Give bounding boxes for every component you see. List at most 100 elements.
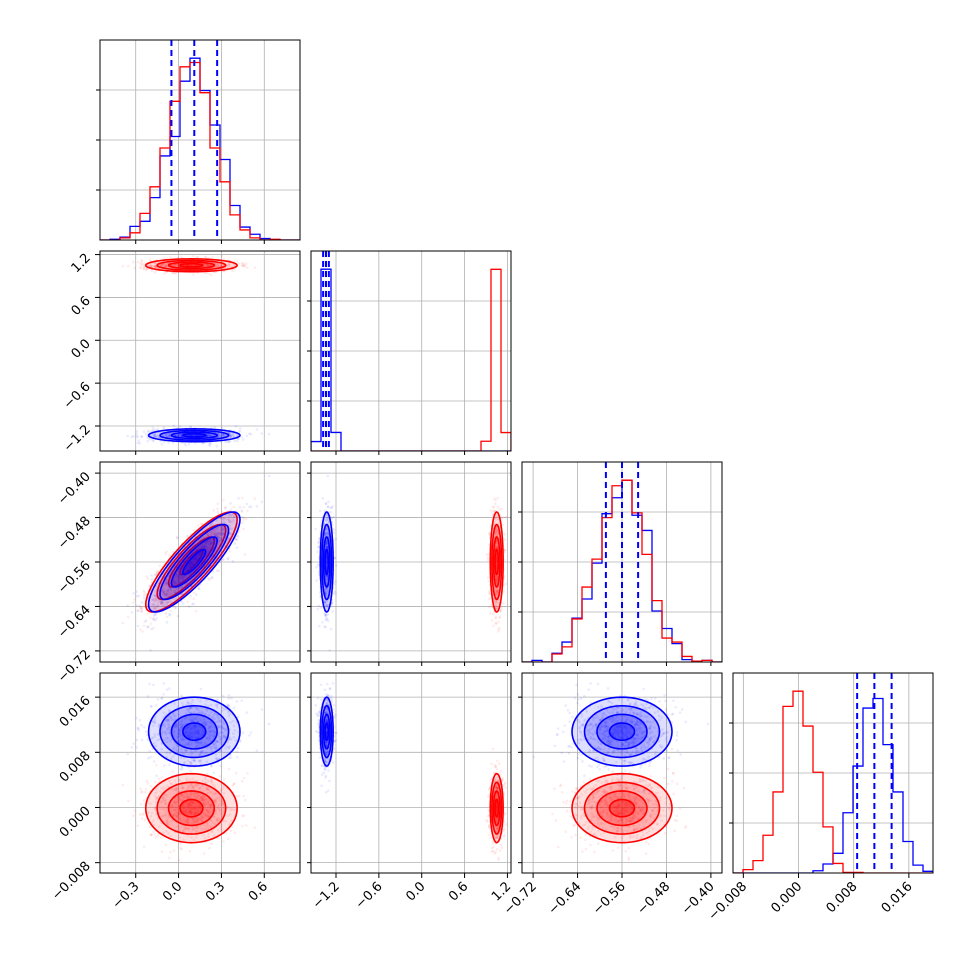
sample-point [221,801,225,805]
sample-point [203,255,207,259]
sample-point [149,622,153,625]
sample-point [209,777,213,781]
sample-point [182,579,186,583]
sample-point [191,563,195,567]
sample-point [169,600,173,603]
sample-point [164,843,168,847]
sample-point [139,266,143,270]
sample-point [165,603,169,606]
sample-point [157,596,161,600]
sample-point [154,619,157,622]
contour-red [491,523,503,601]
sample-point [164,801,167,805]
sample-point [189,822,193,825]
sample-point [153,594,157,597]
sample-point [495,528,499,531]
sample-point [500,507,504,511]
sample-point [153,434,156,437]
contour-red [144,511,238,613]
sample-point [183,826,186,830]
sample-point [152,264,155,268]
sample-point [201,545,205,549]
sample-point [199,551,203,554]
sample-point [326,546,329,549]
sample-point [208,578,211,582]
sample-point [187,563,191,567]
sample-point [152,434,156,438]
sample-point [160,264,164,267]
panel-grid [733,673,933,873]
sample-point [154,835,158,839]
sample-point [158,564,161,567]
sample-point [222,528,226,531]
sample-point [187,564,190,567]
sample-point [162,592,165,596]
sample-point [325,589,329,593]
sample-point [144,432,148,436]
sample-point [228,531,232,535]
sample-point [194,536,198,540]
sample-point [165,601,169,605]
sample-point [197,793,200,796]
sample-point [159,807,162,810]
sample-point [501,523,505,526]
contour-blue [321,523,333,601]
sample-point [172,579,175,583]
sample-point [492,598,496,601]
sample-point [205,554,208,558]
sample-point [182,579,186,583]
sample-point [317,540,320,544]
sample-point [149,833,153,836]
sample-point [210,555,214,559]
sample-point [176,579,180,582]
sample-point [495,526,499,529]
sample-point [323,509,327,512]
sample-point [243,265,247,268]
sample-point [210,541,214,544]
sample-point [175,588,179,592]
sample-point [162,426,166,429]
sample-point [207,554,210,558]
sample-point [209,434,212,437]
sample-point [181,786,185,789]
sample-point [325,604,328,607]
sample-point [334,592,337,595]
sample-point [489,603,493,607]
sample-point [202,812,206,815]
sample-point [192,811,196,815]
sample-point [206,546,210,550]
sample-point [325,531,329,534]
sample-point [139,262,142,265]
sample-point [175,536,179,540]
sample-point [176,575,180,579]
sample-point [135,430,139,433]
sample-point [206,433,209,436]
sample-point [255,505,259,508]
sample-point [202,546,205,549]
sample-point [152,616,155,620]
sample-point [220,533,223,537]
sample-point [494,604,498,608]
sample-point [193,584,196,587]
density-fill-blue [148,512,240,612]
sample-point [167,434,171,438]
sample-point [487,605,491,609]
sample-point [197,545,201,549]
sample-point [178,574,181,577]
contour-blue [159,429,230,441]
sample-point [193,812,197,816]
sample-point [176,569,180,573]
sample-point [206,799,210,802]
sample-point [193,794,196,798]
sample-point [210,531,214,535]
density-fill-red [180,549,203,575]
sample-point [173,591,177,595]
sample-point [186,569,190,572]
sample-point [503,538,507,541]
sample-point [324,606,328,609]
sample-point [504,582,508,586]
sample-point [193,557,197,561]
sample-point [216,507,219,511]
sample-point [332,515,336,519]
sample-point [216,818,220,822]
